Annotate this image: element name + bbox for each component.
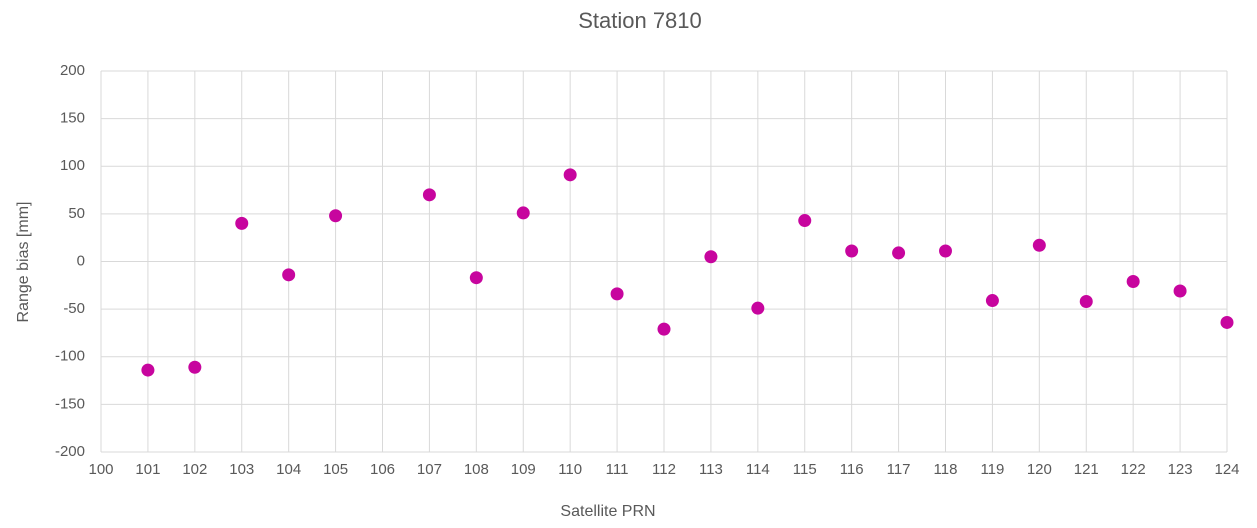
x-tick-label: 123 xyxy=(1168,461,1193,478)
data-point xyxy=(1220,315,1234,329)
x-tick-label: 109 xyxy=(511,461,536,478)
x-tick-label: 122 xyxy=(1121,461,1146,478)
data-point xyxy=(892,246,906,260)
data-point xyxy=(1126,275,1140,289)
chart-title: Station 7810 xyxy=(578,8,702,33)
y-tick-label: 0 xyxy=(77,252,85,269)
data-point xyxy=(282,268,296,282)
x-tick-label: 121 xyxy=(1074,461,1099,478)
data-point xyxy=(1079,295,1093,309)
data-point xyxy=(845,244,859,258)
y-tick-label: -200 xyxy=(55,443,85,460)
data-point xyxy=(610,287,624,301)
data-point xyxy=(329,209,343,223)
x-tick-label: 116 xyxy=(840,461,864,478)
x-tick-label: 115 xyxy=(793,461,817,478)
data-point xyxy=(188,360,202,374)
data-point xyxy=(563,168,577,182)
data-point xyxy=(235,216,249,230)
data-point xyxy=(141,363,155,377)
x-tick-label: 101 xyxy=(135,461,160,478)
y-tick-label: -100 xyxy=(55,348,85,365)
x-tick-label: 107 xyxy=(417,461,442,478)
x-tick-label: 113 xyxy=(699,461,723,478)
data-point xyxy=(516,206,530,220)
x-tick-label: 103 xyxy=(229,461,254,478)
data-point xyxy=(798,214,812,228)
x-tick-label: 120 xyxy=(1027,461,1052,478)
x-tick-label: 106 xyxy=(370,461,395,478)
data-point xyxy=(1032,238,1046,252)
y-tick-label: 50 xyxy=(68,205,85,222)
x-tick-label: 104 xyxy=(276,461,301,478)
y-tick-label: -150 xyxy=(55,395,85,412)
data-point xyxy=(939,244,952,258)
y-tick-label: 150 xyxy=(60,110,85,127)
x-tick-label: 118 xyxy=(934,461,958,478)
data-point xyxy=(704,250,718,264)
y-tick-label: -50 xyxy=(63,300,85,317)
data-point xyxy=(469,271,483,285)
data-point xyxy=(985,294,999,308)
y-axis-title: Range bias [mm] xyxy=(15,202,32,323)
x-tick-label: 110 xyxy=(558,461,582,478)
x-tick-label: 100 xyxy=(88,461,113,478)
x-tick-label: 124 xyxy=(1214,461,1239,478)
x-tick-label: 102 xyxy=(182,461,207,478)
x-tick-label: 111 xyxy=(606,461,629,478)
data-point xyxy=(657,322,671,336)
x-tick-label: 108 xyxy=(464,461,489,478)
data-point xyxy=(1173,284,1187,298)
x-tick-label: 117 xyxy=(887,461,911,478)
x-tick-label: 114 xyxy=(746,461,770,478)
x-axis-title: Satellite PRN xyxy=(560,503,655,520)
data-point xyxy=(751,301,765,315)
x-tick-label: 112 xyxy=(652,461,676,478)
y-tick-label: 200 xyxy=(60,62,85,79)
data-point xyxy=(422,188,436,202)
x-tick-label: 119 xyxy=(980,461,1004,478)
x-tick-label: 105 xyxy=(323,461,348,478)
y-tick-label: 100 xyxy=(60,157,85,174)
